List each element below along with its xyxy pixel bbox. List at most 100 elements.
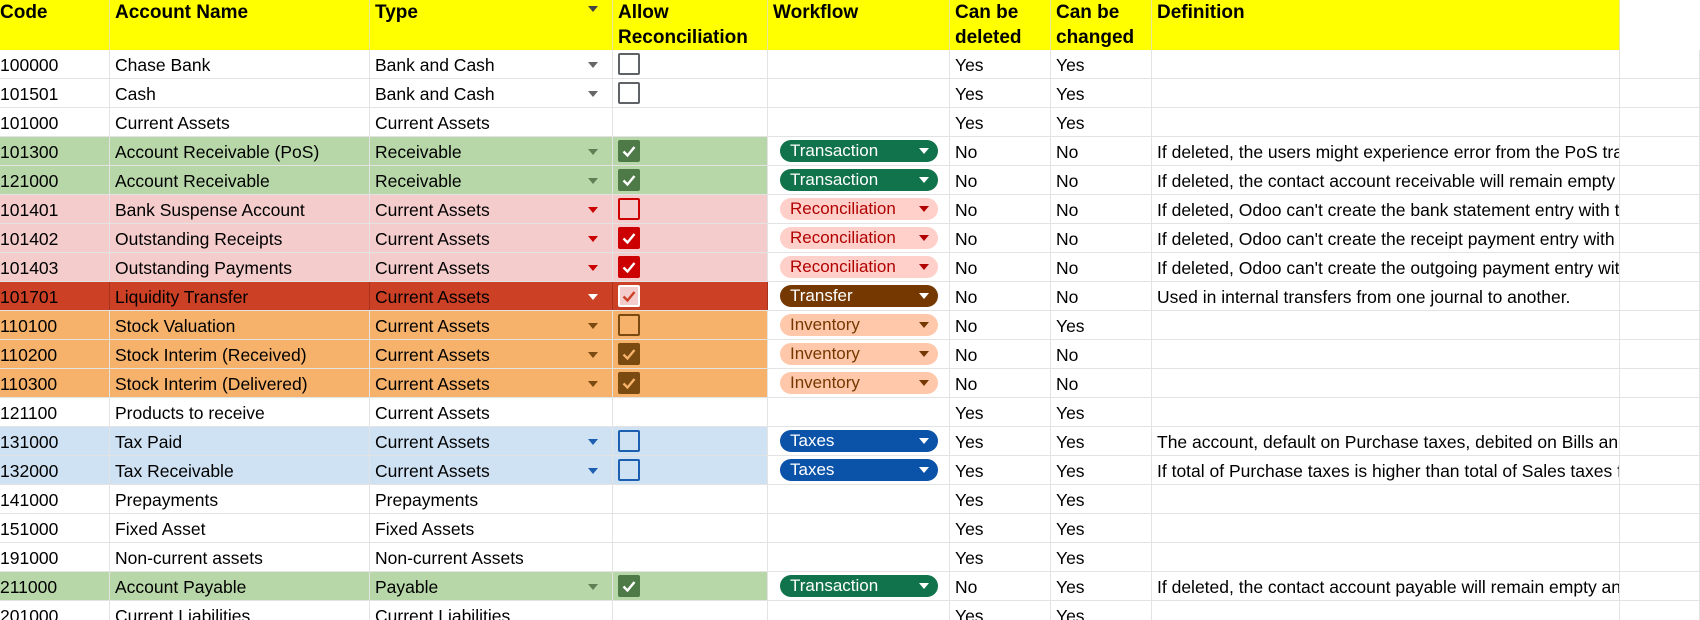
cell-allow-reconciliation[interactable] — [613, 253, 768, 281]
cell-can-be-changed[interactable]: Yes — [1051, 79, 1152, 107]
cell-definition[interactable] — [1152, 601, 1620, 620]
cell-can-be-deleted[interactable]: Yes — [950, 456, 1051, 484]
cell-account-name[interactable]: Account Payable — [110, 572, 370, 600]
cell-can-be-deleted[interactable]: Yes — [950, 543, 1051, 571]
cell-account-name[interactable]: Stock Interim (Delivered) — [110, 369, 370, 397]
chevron-down-icon[interactable] — [588, 584, 598, 590]
cell-can-be-deleted[interactable]: Yes — [950, 108, 1051, 136]
header-type[interactable]: Type — [370, 0, 613, 50]
cell-empty[interactable] — [1620, 456, 1700, 484]
cell-code[interactable]: 141000 — [0, 485, 110, 513]
cell-account-name[interactable]: Chase Bank — [110, 50, 370, 78]
cell-definition[interactable]: If deleted, Odoo can't create the outgoi… — [1152, 253, 1620, 281]
cell-type[interactable]: Current Assets — [370, 456, 613, 484]
cell-type[interactable]: Current Assets — [370, 427, 613, 455]
cell-can-be-changed[interactable]: Yes — [1051, 50, 1152, 78]
chip-dropdown-icon[interactable] — [919, 177, 929, 183]
cell-empty[interactable] — [1620, 572, 1700, 600]
checkbox-unchecked[interactable] — [618, 82, 640, 104]
cell-type[interactable]: Prepayments — [370, 485, 613, 513]
cell-allow-reconciliation[interactable] — [613, 427, 768, 455]
header-definition[interactable]: Definition — [1152, 0, 1620, 50]
cell-allow-reconciliation[interactable] — [613, 108, 768, 136]
chevron-down-icon[interactable] — [588, 352, 598, 358]
cell-code[interactable]: 101701 — [0, 282, 110, 310]
cell-account-name[interactable]: Tax Paid — [110, 427, 370, 455]
cell-empty[interactable] — [1620, 79, 1700, 107]
cell-allow-reconciliation[interactable] — [613, 340, 768, 368]
cell-allow-reconciliation[interactable] — [613, 456, 768, 484]
cell-can-be-deleted[interactable]: Yes — [950, 514, 1051, 542]
cell-workflow[interactable]: Taxes — [768, 427, 950, 455]
cell-definition[interactable] — [1152, 514, 1620, 542]
chevron-down-icon[interactable] — [588, 207, 598, 213]
cell-allow-reconciliation[interactable] — [613, 195, 768, 223]
cell-allow-reconciliation[interactable] — [613, 398, 768, 426]
cell-code[interactable]: 110200 — [0, 340, 110, 368]
cell-allow-reconciliation[interactable] — [613, 137, 768, 165]
cell-can-be-deleted[interactable]: No — [950, 340, 1051, 368]
cell-type[interactable]: Payable — [370, 572, 613, 600]
chip-dropdown-icon[interactable] — [919, 293, 929, 299]
cell-allow-reconciliation[interactable] — [613, 282, 768, 310]
cell-empty[interactable] — [1620, 224, 1700, 252]
workflow-chip[interactable]: Reconciliation — [780, 198, 938, 220]
cell-can-be-changed[interactable]: No — [1051, 282, 1152, 310]
cell-workflow[interactable]: Reconciliation — [768, 195, 950, 223]
cell-workflow[interactable]: Inventory — [768, 311, 950, 339]
cell-allow-reconciliation[interactable] — [613, 572, 768, 600]
cell-type[interactable]: Current Assets — [370, 253, 613, 281]
cell-allow-reconciliation[interactable] — [613, 79, 768, 107]
cell-can-be-changed[interactable]: No — [1051, 340, 1152, 368]
cell-definition[interactable]: If deleted, Odoo can't create the receip… — [1152, 224, 1620, 252]
cell-can-be-changed[interactable]: Yes — [1051, 398, 1152, 426]
cell-can-be-deleted[interactable]: No — [950, 224, 1051, 252]
cell-empty[interactable] — [1620, 340, 1700, 368]
cell-definition[interactable] — [1152, 543, 1620, 571]
cell-definition[interactable] — [1152, 369, 1620, 397]
chip-dropdown-icon[interactable] — [919, 206, 929, 212]
cell-type[interactable]: Receivable — [370, 137, 613, 165]
cell-allow-reconciliation[interactable] — [613, 601, 768, 620]
cell-definition[interactable]: If deleted, the contact account receivab… — [1152, 166, 1620, 194]
cell-workflow[interactable]: Transaction — [768, 137, 950, 165]
checkbox-unchecked[interactable] — [618, 53, 640, 75]
cell-can-be-changed[interactable]: Yes — [1051, 108, 1152, 136]
cell-empty[interactable] — [1620, 485, 1700, 513]
cell-account-name[interactable]: Tax Receivable — [110, 456, 370, 484]
cell-type[interactable]: Current Assets — [370, 282, 613, 310]
checkbox-checked[interactable] — [618, 285, 640, 307]
cell-empty[interactable] — [1620, 601, 1700, 620]
cell-workflow[interactable]: Reconciliation — [768, 224, 950, 252]
cell-allow-reconciliation[interactable] — [613, 369, 768, 397]
cell-code[interactable]: 101401 — [0, 195, 110, 223]
checkbox-checked[interactable] — [618, 169, 640, 191]
cell-code[interactable]: 121000 — [0, 166, 110, 194]
cell-code[interactable]: 121100 — [0, 398, 110, 426]
cell-empty[interactable] — [1620, 514, 1700, 542]
cell-account-name[interactable]: Stock Interim (Received) — [110, 340, 370, 368]
cell-empty[interactable] — [1620, 253, 1700, 281]
cell-can-be-changed[interactable]: Yes — [1051, 485, 1152, 513]
chip-dropdown-icon[interactable] — [919, 235, 929, 241]
cell-can-be-changed[interactable]: Yes — [1051, 311, 1152, 339]
cell-empty[interactable] — [1620, 398, 1700, 426]
checkbox-checked[interactable] — [618, 343, 640, 365]
cell-workflow[interactable]: Transfer — [768, 282, 950, 310]
cell-workflow[interactable] — [768, 79, 950, 107]
cell-can-be-changed[interactable]: Yes — [1051, 601, 1152, 620]
checkbox-checked[interactable] — [618, 256, 640, 278]
checkbox-unchecked[interactable] — [618, 314, 640, 336]
cell-can-be-changed[interactable]: Yes — [1051, 572, 1152, 600]
cell-type[interactable]: Current Assets — [370, 340, 613, 368]
cell-code[interactable]: 101501 — [0, 79, 110, 107]
cell-can-be-deleted[interactable]: No — [950, 195, 1051, 223]
chevron-down-icon[interactable] — [588, 91, 598, 97]
cell-definition[interactable] — [1152, 79, 1620, 107]
cell-workflow[interactable] — [768, 601, 950, 620]
cell-can-be-changed[interactable]: No — [1051, 166, 1152, 194]
cell-can-be-changed[interactable]: Yes — [1051, 456, 1152, 484]
chevron-down-icon[interactable] — [588, 323, 598, 329]
cell-allow-reconciliation[interactable] — [613, 50, 768, 78]
cell-account-name[interactable]: Non-current assets — [110, 543, 370, 571]
